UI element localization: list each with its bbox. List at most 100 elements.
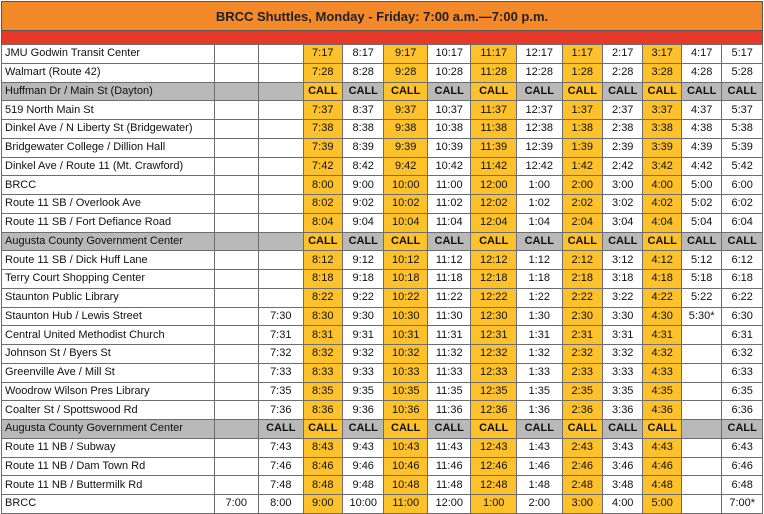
time-cell: 12:00 [470, 175, 517, 195]
time-cell: 2:35 [561, 381, 604, 402]
time-cell: 9:30 [341, 306, 385, 327]
call-cell: CALL [561, 419, 604, 439]
time-cell: 7:42 [302, 156, 343, 177]
call-cell: CALL [302, 419, 343, 439]
time-cell [213, 306, 260, 327]
time-cell: 7:32 [258, 344, 304, 364]
time-cell: 9:17 [383, 44, 428, 64]
time-cell: 10:00 [383, 175, 428, 195]
time-cell [213, 212, 260, 233]
time-cell: 4:37 [680, 100, 723, 120]
time-cell: 12:31 [470, 325, 517, 345]
time-cell: 3:31 [601, 325, 644, 345]
table-row: Staunton Public Library 8:22 9:22 10:22 11:2… [1, 287, 763, 308]
call-row: Huffman Dr / Main St (Dayton) CALL CALL CAL… [1, 81, 763, 102]
table-row: Dinkel Ave / Route 11 (Mt. Crawford) 7:42… [1, 156, 763, 177]
time-cell: 12:39 [516, 137, 563, 158]
time-cell: 11:43 [426, 437, 472, 458]
time-cell [258, 269, 304, 289]
time-cell: 9:39 [383, 137, 428, 158]
time-cell [213, 344, 260, 364]
time-cell: 2:00 [561, 175, 604, 195]
time-cell: 11:35 [426, 381, 472, 402]
time-cell: 3:18 [601, 269, 644, 289]
time-cell [258, 137, 304, 158]
time-cell: 3:32 [601, 344, 644, 364]
time-cell: 8:39 [341, 137, 385, 158]
time-cell: 3:37 [642, 100, 682, 120]
time-cell: 8:12 [302, 250, 343, 270]
time-cell: 4:22 [642, 287, 682, 308]
call-cell: CALL [383, 419, 428, 439]
call-cell: CALL [721, 419, 763, 439]
time-cell: 11:33 [426, 362, 472, 383]
time-cell [258, 81, 304, 102]
time-cell: 9:42 [383, 156, 428, 177]
call-cell: CALL [516, 231, 563, 252]
time-cell [213, 269, 260, 289]
time-cell: 9:02 [341, 194, 385, 214]
table-row: Route 11 SB / Fort Defiance Road 8:04 9:04… [1, 212, 763, 233]
time-cell: 3:00 [561, 494, 604, 514]
time-cell [213, 231, 260, 252]
time-cell: 7:35 [258, 381, 304, 402]
time-cell [213, 475, 260, 495]
time-cell: 2:30 [561, 306, 604, 327]
table-row: Woodrow Wilson Pres Library 7:35 8:35 9:35 1… [1, 381, 763, 402]
time-cell [213, 362, 260, 383]
time-cell: 8:00 [302, 175, 343, 195]
call-cell: CALL [470, 81, 517, 102]
time-cell: 10:32 [383, 344, 428, 364]
time-cell: 2:02 [561, 194, 604, 214]
schedule-rows: JMU Godwin Transit Center 7:17 8:17 9:17 10:… [1, 44, 763, 514]
time-cell [680, 419, 723, 439]
time-cell: 8:30 [302, 306, 343, 327]
time-cell: 4:33 [642, 362, 682, 383]
time-cell: 1:37 [561, 100, 604, 120]
time-cell: 10:28 [426, 62, 472, 83]
time-cell: 7:00* [721, 494, 763, 514]
time-cell [213, 456, 260, 477]
time-cell: 3:36 [601, 400, 644, 420]
call-cell: CALL [642, 231, 682, 252]
time-cell: 1:43 [516, 437, 563, 458]
table-row: BRCC 7:00 8:00 9:00 10:00 11:00 12:00 1:00 2:00 3… [1, 494, 763, 514]
time-cell: 9:31 [341, 325, 385, 345]
time-cell: 11:17 [470, 44, 517, 64]
time-cell: 11:31 [426, 325, 472, 345]
time-cell: 2:00 [516, 494, 563, 514]
time-cell [258, 287, 304, 308]
time-cell: 11:32 [426, 344, 472, 364]
time-cell: 10:30 [383, 306, 428, 327]
time-cell: 10:17 [426, 44, 472, 64]
time-cell: 6:36 [721, 400, 763, 420]
time-cell: 9:38 [383, 119, 428, 139]
time-cell: 10:43 [383, 437, 428, 458]
time-cell [213, 119, 260, 139]
time-cell: 8:22 [302, 287, 343, 308]
time-cell: 10:22 [383, 287, 428, 308]
time-cell [258, 119, 304, 139]
time-cell: 2:12 [561, 250, 604, 270]
time-cell: 1:17 [561, 44, 604, 64]
time-cell: 2:38 [601, 119, 644, 139]
time-cell [680, 381, 723, 402]
time-cell: 8:04 [302, 212, 343, 233]
stop-name: Coalter St / Spottswood Rd [1, 400, 215, 420]
time-cell [258, 231, 304, 252]
time-cell: 10:31 [383, 325, 428, 345]
time-cell: 11:12 [426, 250, 472, 270]
time-cell: 7:00 [213, 494, 260, 514]
time-cell: 3:35 [601, 381, 644, 402]
time-cell: 10:33 [383, 362, 428, 383]
table-row: Staunton Hub / Lewis Street 7:30 8:30 9:30 1… [1, 306, 763, 327]
time-cell: 3:39 [642, 137, 682, 158]
stop-name: Dinkel Ave / Route 11 (Mt. Crawford) [1, 156, 215, 177]
time-cell: 2:22 [561, 287, 604, 308]
stop-name: Route 11 NB / Buttermilk Rd [1, 475, 215, 495]
table-row: Coalter St / Spottswood Rd 7:36 8:36 9:36 10… [1, 400, 763, 420]
time-cell: 1:02 [516, 194, 563, 214]
time-cell [213, 419, 260, 439]
time-cell [680, 475, 723, 495]
time-cell: 12:12 [470, 250, 517, 270]
